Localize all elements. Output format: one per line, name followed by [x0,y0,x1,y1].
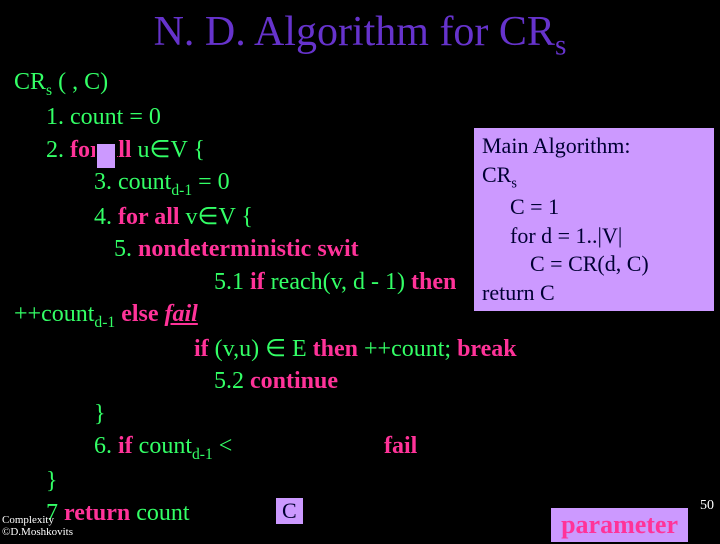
mainbox-l3: C = 1 [482,193,706,222]
mainbox-l4: for d = 1..|V| [482,222,706,251]
c-box: C [274,496,305,526]
code-l10: 5.2 continue [14,365,706,397]
mainbox-l2: CRs [482,161,706,193]
parameter-box: parameter [549,506,690,544]
title-sub: s [555,29,566,61]
code-l11: } [14,398,706,430]
page-number: 50 [700,498,714,514]
code-l1: CRs ( , C) [14,66,706,101]
code-l12: 6. if countd-1 < fail [14,430,706,465]
slide-title: N. D. Algorithm for CRs [0,0,720,66]
code-l9: if (v,u) ∈ E then ++count; break [14,333,706,365]
mainbox-l5: C = CR(d, C) [482,250,706,279]
mainbox-l6: return C [482,279,706,308]
title-mid: Algorithm for CR [254,9,555,55]
mainbox-l1: Main Algorithm: [482,132,706,161]
content-area: Main Algorithm: CRs C = 1 for d = 1..|V|… [0,66,720,529]
footer-author: ©D.Moshkovits [2,526,73,538]
footer: Complexity ©D.Moshkovits [2,514,73,538]
title-prefix: N. D. [154,9,254,55]
footer-complexity: Complexity [2,514,73,526]
d-param-box [95,142,117,170]
code-l12-fail: fail [384,430,417,462]
main-algorithm-box: Main Algorithm: CRs C = 1 for d = 1..|V|… [472,126,716,313]
code-l13: } [14,465,706,497]
